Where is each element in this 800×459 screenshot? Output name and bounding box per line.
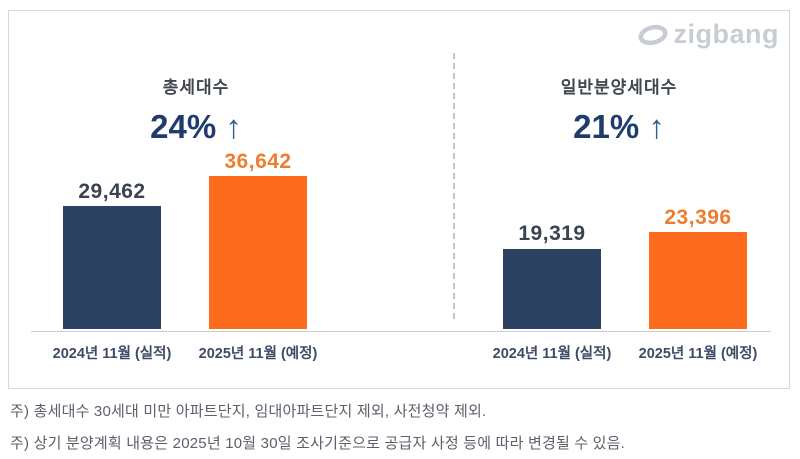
category-label: 2025년 11월 (예정) xyxy=(198,346,318,362)
category-label: 2024년 11월 (실적) xyxy=(492,346,612,362)
change-percent-general: 21% ↑ xyxy=(469,110,769,143)
up-arrow-icon: ↑ xyxy=(648,108,665,145)
bar-2025-general xyxy=(649,232,747,329)
up-arrow-icon: ↑ xyxy=(225,108,242,145)
footnote-2: 주) 상기 분양계획 내용은 2025년 10월 30일 조사기준으로 공급자 … xyxy=(10,435,626,452)
change-percent-value: 21% xyxy=(573,108,640,145)
zigbang-logo: zigbang xyxy=(637,19,780,50)
chart-title-general-sale: 일반분양세대수 xyxy=(560,78,678,97)
chart-title-total-households: 총세대수 xyxy=(162,78,230,97)
bar-value-label: 23,396 xyxy=(664,206,732,229)
change-percent-total: 24% ↑ xyxy=(31,110,361,143)
zigbang-logo-text: zigbang xyxy=(673,19,779,49)
footnotes: 주) 총세대수 30세대 미만 아파트단지, 임대아파트단지 제외, 사전청약 … xyxy=(10,400,625,459)
footnote-1: 주) 총세대수 30세대 미만 아파트단지, 임대아파트단지 제외, 사전청약 … xyxy=(10,403,487,420)
x-axis-line xyxy=(31,331,771,332)
bar-value-label: 29,462 xyxy=(78,180,146,203)
group-divider-dashed-line xyxy=(453,53,455,319)
chart-panel: zigbang 총세대수 24% ↑ 29,462 36,642 2024년 1… xyxy=(8,10,790,389)
bar-2024-general xyxy=(503,249,601,329)
bar-value-label: 36,642 xyxy=(224,150,292,173)
change-percent-value: 24% xyxy=(150,108,217,145)
category-label: 2025년 11월 (예정) xyxy=(638,346,758,362)
bar-value-label: 19,319 xyxy=(518,222,586,245)
bar-2024-total xyxy=(63,206,161,329)
category-label: 2024년 11월 (실적) xyxy=(52,346,172,362)
zigbang-logo-icon xyxy=(637,24,668,45)
bar-2025-total xyxy=(209,176,307,329)
